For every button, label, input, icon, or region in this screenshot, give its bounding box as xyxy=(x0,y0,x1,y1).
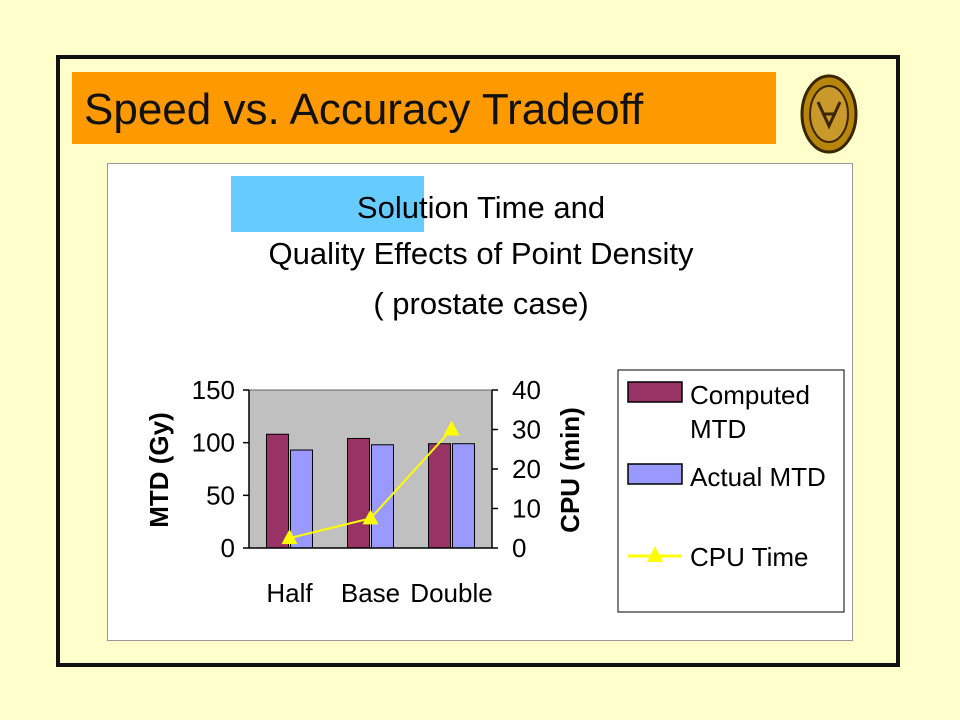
chart-title-line-2: Quality Effects of Point Density xyxy=(268,236,694,271)
chart-panel xyxy=(107,163,853,641)
title-highlight xyxy=(231,176,424,232)
university-seal-icon xyxy=(800,74,858,154)
chart-title-line-1: Solution Time and xyxy=(356,190,606,225)
slide-title: Speed vs. Accuracy Tradeoff xyxy=(84,85,644,134)
slide-frame xyxy=(56,55,900,667)
chart-title-line-3: ( prostate case) xyxy=(373,286,589,321)
title-bar xyxy=(72,72,776,144)
